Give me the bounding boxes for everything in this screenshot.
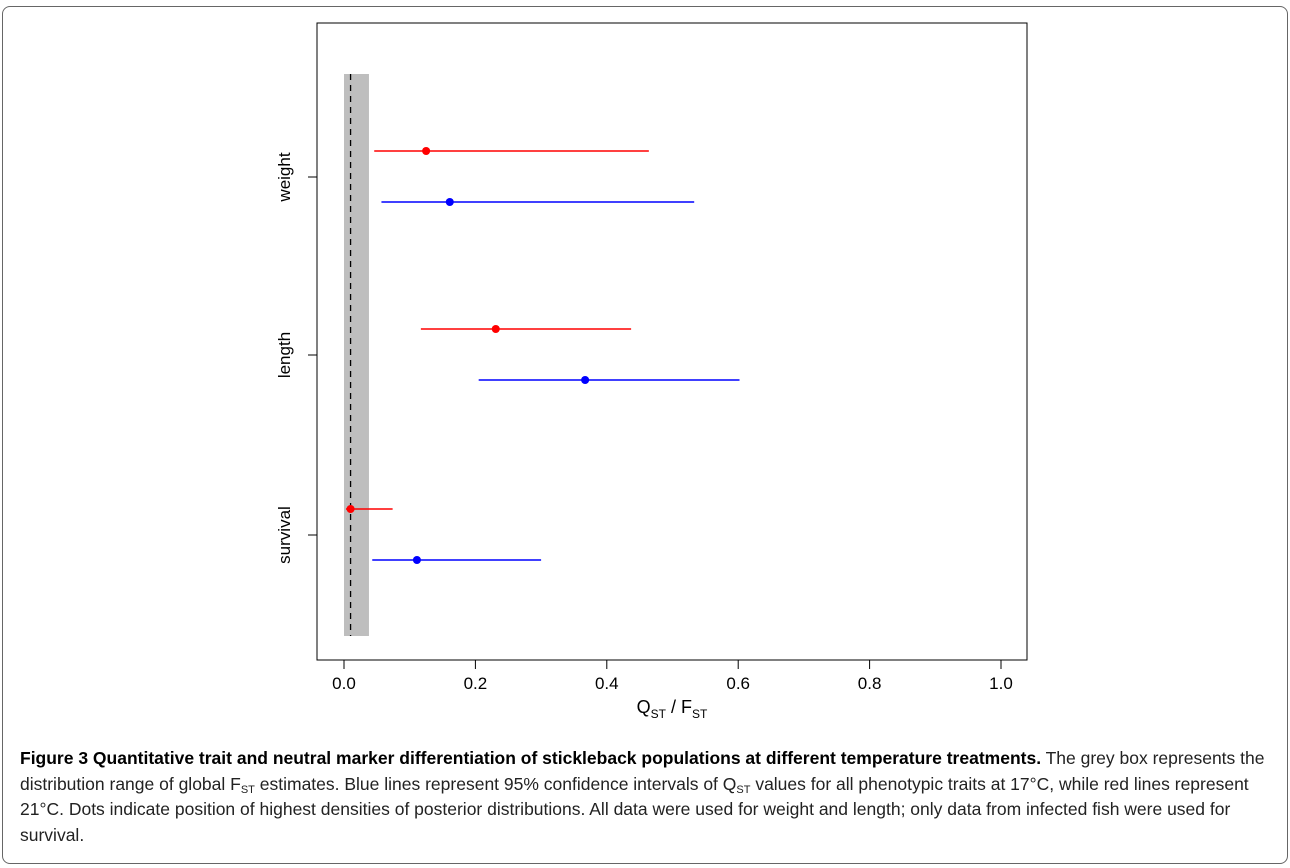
x-tick-label: 0.6: [726, 674, 750, 693]
caption-sub-1: ST: [240, 783, 255, 796]
mode-dot-length-1: [581, 376, 590, 384]
fst-range-box: [344, 74, 369, 636]
y-tick-label: length: [275, 332, 294, 378]
x-tick-label: 1.0: [989, 674, 1013, 693]
x-axis-label: QST / FST: [637, 697, 708, 721]
y-tick-label: weight: [275, 152, 294, 202]
mode-dot-survival-1: [412, 556, 421, 564]
caption-text-3: values for all phenotypic traits at 17°C…: [20, 773, 1249, 845]
x-tick-label: 0.4: [595, 674, 619, 693]
mode-dot-length-0: [491, 325, 500, 333]
caption-sub-2: ST: [736, 783, 751, 796]
figure-frame: [2, 6, 1288, 864]
caption-text-1: The grey box represents the distribution…: [20, 748, 1265, 794]
chart: 0.0 0.2 0.4 0.6 0.8 1.0 weightlengthsurvival …: [275, 22, 1028, 721]
x-tick-label: 0.8: [858, 674, 882, 693]
figure-caption: Figure 3 Quantitative trait and neutral …: [20, 746, 1272, 848]
y-tick-label: survival: [275, 506, 294, 564]
x-tick-label: 0.0: [332, 674, 356, 693]
mode-dot-weight-1: [445, 198, 454, 206]
x-tick-label: 0.2: [464, 674, 488, 693]
caption-text-2: estimates. Blue lines represent 95% conf…: [254, 773, 737, 794]
plot-area: [316, 22, 1028, 661]
caption-title: Figure 3 Quantitative trait and neutral …: [20, 748, 1042, 768]
mode-dot-survival-0: [346, 505, 355, 513]
mode-dot-weight-0: [422, 147, 431, 155]
